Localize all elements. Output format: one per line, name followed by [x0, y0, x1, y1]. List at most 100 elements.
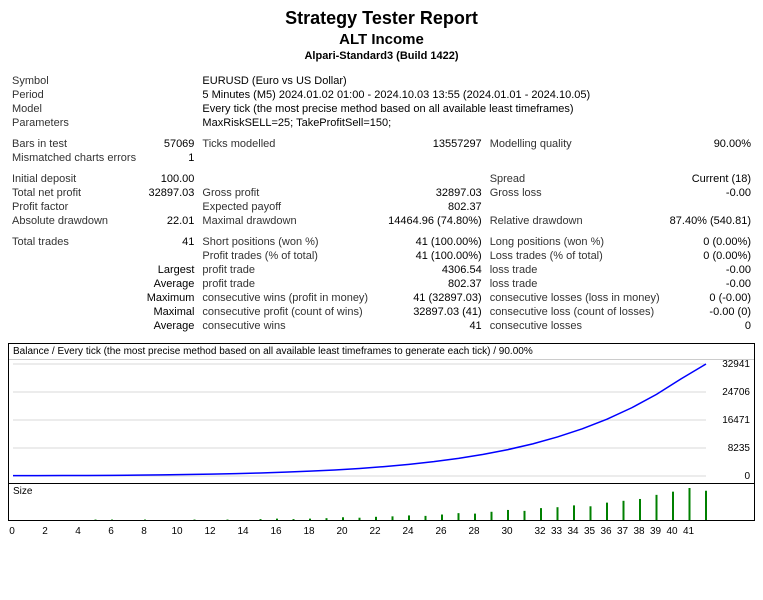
lbl-lp: Long positions (won %) [486, 228, 664, 249]
size-svg [9, 484, 754, 520]
svg-text:32: 32 [534, 526, 546, 537]
lbl-pt: Profit trades (% of total) [198, 249, 381, 263]
lbl-tt: Total trades [8, 228, 140, 249]
val-lp: 0 (0.00%) [664, 228, 755, 249]
svg-text:2: 2 [42, 526, 48, 537]
lbl-period: Period [8, 88, 140, 102]
svg-text:20: 20 [336, 526, 348, 537]
svg-text:12: 12 [204, 526, 216, 537]
val-mq: 90.00% [664, 130, 755, 151]
lbl-lpt: profit trade [198, 263, 381, 277]
val-acw: 41 [382, 319, 486, 333]
svg-text:8235: 8235 [728, 443, 751, 454]
lbl-mcw: consecutive wins (profit in money) [198, 291, 381, 305]
lbl-tnp: Total net profit [8, 186, 140, 200]
val-tt: 41 [140, 228, 198, 249]
svg-text:36: 36 [600, 526, 612, 537]
lbl-bars: Bars in test [8, 130, 140, 151]
svg-text:34: 34 [567, 526, 579, 537]
lbl-apt: profit trade [198, 277, 381, 291]
val-period: 5 Minutes (M5) 2024.01.02 01:00 - 2024.1… [198, 88, 755, 102]
val-sp: 41 (100.00%) [382, 228, 486, 249]
size-label: Size [13, 486, 32, 497]
val-rd: 87.40% (540.81) [664, 214, 755, 228]
val-ticks: 13557297 [382, 130, 486, 151]
lbl-sp: Short positions (won %) [198, 228, 381, 249]
lbl-md: Maximal drawdown [198, 214, 381, 228]
val-apt: 802.37 [382, 277, 486, 291]
svg-text:6: 6 [108, 526, 114, 537]
val-lpt: 4306.54 [382, 263, 486, 277]
val-model: Every tick (the most precise method base… [198, 102, 755, 116]
svg-text:16471: 16471 [722, 415, 750, 426]
svg-text:24706: 24706 [722, 387, 750, 398]
lbl-lt: Loss trades (% of total) [486, 249, 664, 263]
val-mcp: 32897.03 (41) [382, 305, 486, 319]
lbl-spread: Spread [486, 165, 664, 186]
report-title: Strategy Tester Report [8, 8, 755, 29]
val-gp: 32897.03 [382, 186, 486, 200]
lbl-ep: Expected payoff [198, 200, 381, 214]
chart-caption: Balance / Every tick (the most precise m… [9, 344, 754, 360]
lbl-gp: Gross profit [198, 186, 381, 200]
svg-text:0: 0 [744, 471, 750, 480]
val-mcw: 41 (32897.03) [382, 291, 486, 305]
lbl-largest: Largest [140, 263, 198, 277]
lbl-mq: Modelling quality [486, 130, 664, 151]
val-symbol: EURUSD (Euro vs US Dollar) [198, 74, 755, 88]
lbl-model: Model [8, 102, 140, 116]
val-acl: 0 [664, 319, 755, 333]
svg-text:30: 30 [501, 526, 513, 537]
lbl-parameters: Parameters [8, 116, 140, 130]
val-gl: -0.00 [664, 186, 755, 200]
report-table: Symbol EURUSD (Euro vs US Dollar) Period 5… [8, 74, 755, 333]
lbl-symbol: Symbol [8, 74, 140, 88]
strategy-name: ALT Income [8, 31, 755, 48]
lbl-acw: consecutive wins [198, 319, 381, 333]
lbl-llt: loss trade [486, 263, 664, 277]
svg-text:0: 0 [9, 526, 15, 537]
val-tnp: 32897.03 [140, 186, 198, 200]
lbl-max: Maximum [140, 291, 198, 305]
val-mismatch: 1 [140, 151, 198, 165]
val-pf [140, 200, 198, 214]
lbl-avg1: Average [140, 277, 198, 291]
val-md: 14464.96 (74.80%) [382, 214, 486, 228]
lbl-maximal: Maximal [140, 305, 198, 319]
val-parameters: MaxRiskSELL=25; TakeProfitSell=150; [198, 116, 755, 130]
val-mcls: -0.00 (0) [664, 305, 755, 319]
svg-text:14: 14 [237, 526, 249, 537]
svg-text:26: 26 [435, 526, 447, 537]
val-alt: -0.00 [664, 277, 755, 291]
lbl-rd: Relative drawdown [486, 214, 664, 228]
lbl-gl: Gross loss [486, 186, 664, 200]
svg-text:35: 35 [584, 526, 596, 537]
val-lt: 0 (0.00%) [664, 249, 755, 263]
val-ad: 22.01 [140, 214, 198, 228]
lbl-ad: Absolute drawdown [8, 214, 140, 228]
x-axis: 0246810121416182022242628303233343536373… [8, 521, 755, 540]
svg-text:18: 18 [303, 526, 315, 537]
val-llt: -0.00 [664, 263, 755, 277]
val-initdep: 100.00 [140, 165, 198, 186]
val-pt: 41 (100.00%) [382, 249, 486, 263]
lbl-ticks: Ticks modelled [198, 130, 381, 151]
svg-text:22: 22 [369, 526, 381, 537]
lbl-avg2: Average [140, 319, 198, 333]
lbl-pf: Profit factor [8, 200, 140, 214]
val-mcl: 0 (-0.00) [664, 291, 755, 305]
svg-text:4: 4 [75, 526, 81, 537]
balance-chart: Balance / Every tick (the most precise m… [8, 343, 755, 484]
lbl-initdep: Initial deposit [8, 165, 140, 186]
lbl-mismatch: Mismatched charts errors [8, 151, 140, 165]
svg-text:33: 33 [551, 526, 563, 537]
svg-text:38: 38 [633, 526, 645, 537]
svg-text:39: 39 [650, 526, 662, 537]
balance-svg: 08235164712470632941 [9, 360, 754, 480]
svg-text:8: 8 [141, 526, 147, 537]
svg-text:41: 41 [683, 526, 695, 537]
size-chart: Size [8, 484, 755, 521]
svg-text:40: 40 [666, 526, 678, 537]
val-spread: Current (18) [664, 165, 755, 186]
lbl-mcp: consecutive profit (count of wins) [198, 305, 381, 319]
